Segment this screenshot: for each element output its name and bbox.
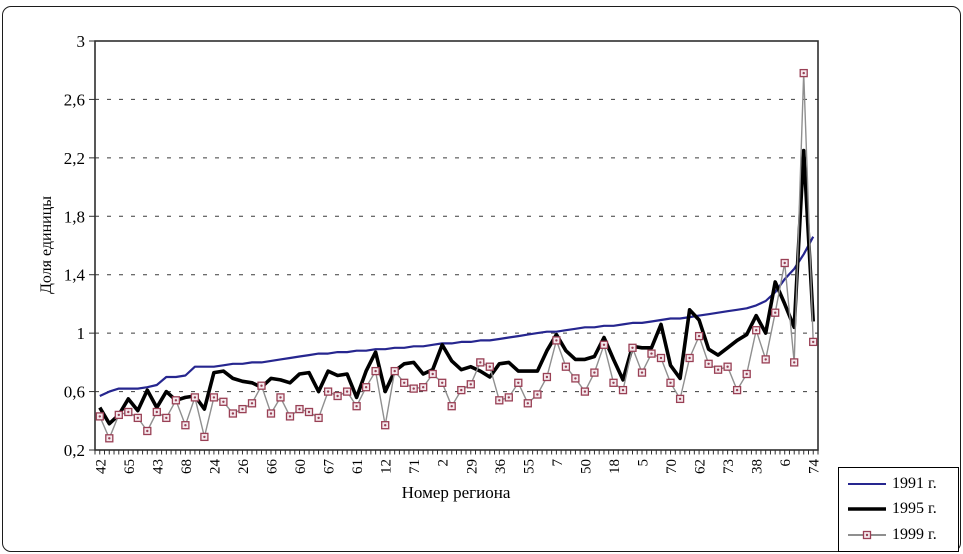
legend-label: 1991 г.: [892, 474, 937, 492]
x-tick-label: 67: [322, 459, 338, 475]
legend-label: 1995 г.: [892, 500, 937, 518]
x-tick-label: 26: [236, 459, 252, 475]
series-line-0: [99, 236, 815, 397]
x-tick-label: 68: [179, 459, 195, 474]
x-tick-label: 61: [350, 459, 366, 474]
x-tick-label: 60: [293, 459, 309, 474]
x-tick-label: 65: [122, 459, 138, 474]
x-tick-label: 36: [493, 459, 509, 475]
x-axis-title: Номер региона: [401, 483, 511, 502]
legend-item: 1995 г.: [847, 500, 958, 518]
y-tick-label: 1,8: [64, 207, 85, 226]
y-tick-label: 2,2: [64, 149, 85, 168]
x-tick-label: 29: [464, 459, 480, 474]
y-tick-label: 1: [77, 324, 86, 343]
plot-area: [94, 40, 819, 451]
y-tick-label: 1,4: [64, 266, 86, 285]
y-tick-label: 2,6: [64, 90, 85, 109]
series-line-2: [99, 72, 814, 439]
x-tick-label: 55: [521, 459, 537, 474]
x-tick-label: 7: [550, 459, 566, 467]
legend-label: 1999 г.: [892, 526, 937, 544]
y-tick-label: 0,2: [64, 441, 85, 460]
legend-line-sample: [848, 507, 886, 512]
x-tick-label: 71: [407, 459, 423, 474]
x-tick-label: 43: [150, 459, 166, 474]
y-tick-label: 3: [77, 32, 86, 51]
x-tick-label: 62: [693, 459, 709, 474]
legend-line-sample: [848, 482, 886, 485]
y-tick-label: 0,6: [64, 383, 85, 402]
legend-item: 1991 г.: [847, 475, 958, 493]
x-tick-label: 5: [636, 459, 652, 467]
legend-line-sample: [848, 530, 886, 540]
x-tick-label: 24: [207, 459, 223, 475]
x-tick-label: 73: [721, 459, 737, 474]
x-tick-label: 2: [436, 459, 452, 467]
series-line-1: [98, 148, 815, 426]
x-tick-label: 38: [750, 459, 766, 474]
legend-item: 1999 г.: [847, 526, 958, 544]
legend: 1991 г. 1995 г. 1999 г.: [838, 467, 959, 552]
y-axis-title: Доля единицы: [38, 195, 55, 295]
x-tick-label: 66: [264, 459, 280, 475]
x-tick-label: 74: [807, 459, 823, 475]
x-tick-label: 6: [778, 459, 794, 467]
x-tick-label: 12: [379, 459, 395, 474]
x-tick-label: 50: [578, 459, 594, 474]
x-tick-label: 70: [664, 459, 680, 474]
x-tick-label: 42: [93, 459, 109, 474]
x-tick-label: 18: [607, 459, 623, 474]
